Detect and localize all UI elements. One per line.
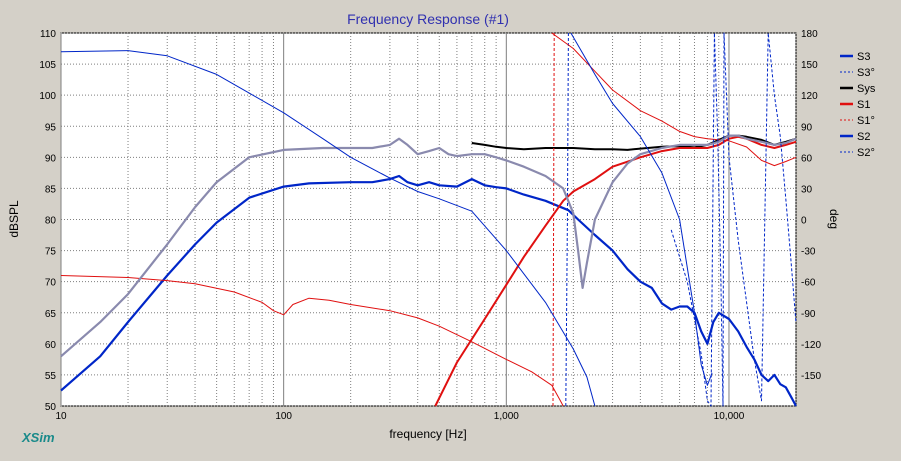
y2-tick-label: -120 <box>801 340 821 351</box>
series-s1-phase-line <box>60 275 564 407</box>
series-s2-phase-line <box>670 32 797 407</box>
legend-label: S3° <box>857 67 875 79</box>
legend: S3 S3° Sys S1 S1° S2 S2° <box>840 51 876 159</box>
legend-label: S2 <box>857 131 870 143</box>
x-tick-label: 10 <box>55 411 67 422</box>
y-tick-label: 70 <box>45 278 57 289</box>
legend-label: S1 <box>857 99 870 111</box>
y-axis-ticks: 50 55 60 65 70 75 80 85 90 95 100 105 110 <box>39 29 56 413</box>
series-s2-phase-line <box>570 32 713 386</box>
y-axis-label: dBSPL <box>7 200 21 238</box>
curves <box>60 32 797 407</box>
y2-axis-label: deg <box>827 209 841 229</box>
x-tick-label: 100 <box>275 411 292 422</box>
y-tick-label: 100 <box>39 91 56 102</box>
series-s2-line <box>60 134 797 358</box>
series-s1-phase-line <box>552 32 555 407</box>
y2-tick-label: 0 <box>801 216 807 227</box>
grid <box>60 32 797 407</box>
y-tick-label: 95 <box>45 122 57 133</box>
x-axis-label: frequency [Hz] <box>389 427 466 441</box>
y-tick-label: 65 <box>45 309 57 320</box>
y2-tick-label: 30 <box>801 184 813 195</box>
y-tick-label: 80 <box>45 216 57 227</box>
y-tick-label: 50 <box>45 402 57 413</box>
legend-label: S3 <box>857 51 870 63</box>
y2-tick-label: 90 <box>801 122 813 133</box>
y2-tick-label: 60 <box>801 153 813 164</box>
legend-label: S1° <box>857 115 875 127</box>
y2-axis-ticks: 180 150 120 90 60 30 0 -30 -60 -90 -120 -150 <box>801 29 821 382</box>
x-tick-label: 1,000 <box>494 411 519 422</box>
y2-tick-label: 180 <box>801 29 818 40</box>
legend-label: S2° <box>857 147 875 159</box>
x-tick-label: 10,000 <box>714 411 745 422</box>
y-tick-label: 110 <box>40 29 56 40</box>
y-tick-label: 105 <box>39 60 56 71</box>
y-tick-label: 75 <box>45 247 57 258</box>
y-tick-label: 90 <box>45 153 57 164</box>
x-axis-ticks: 10 100 1,000 10,000 <box>55 411 744 422</box>
series-s3-phase-line <box>565 32 569 407</box>
legend-label: Sys <box>857 83 876 95</box>
y2-tick-label: -90 <box>801 309 816 320</box>
y-tick-label: 60 <box>45 340 57 351</box>
chart-title: Frequency Response (#1) <box>347 11 509 27</box>
y-tick-label: 85 <box>45 184 57 195</box>
series-sys-line <box>471 134 797 151</box>
series-s1-phase-line <box>551 32 797 167</box>
y2-tick-label: 120 <box>801 91 818 102</box>
y2-tick-label: -60 <box>801 278 816 289</box>
series-s2-phase-line <box>60 50 596 407</box>
y-tick-label: 55 <box>45 371 57 382</box>
xsim-logo: XSim <box>21 430 55 445</box>
y2-tick-label: 150 <box>801 60 818 71</box>
y2-tick-label: -150 <box>801 371 821 382</box>
y2-tick-label: -30 <box>801 247 816 258</box>
